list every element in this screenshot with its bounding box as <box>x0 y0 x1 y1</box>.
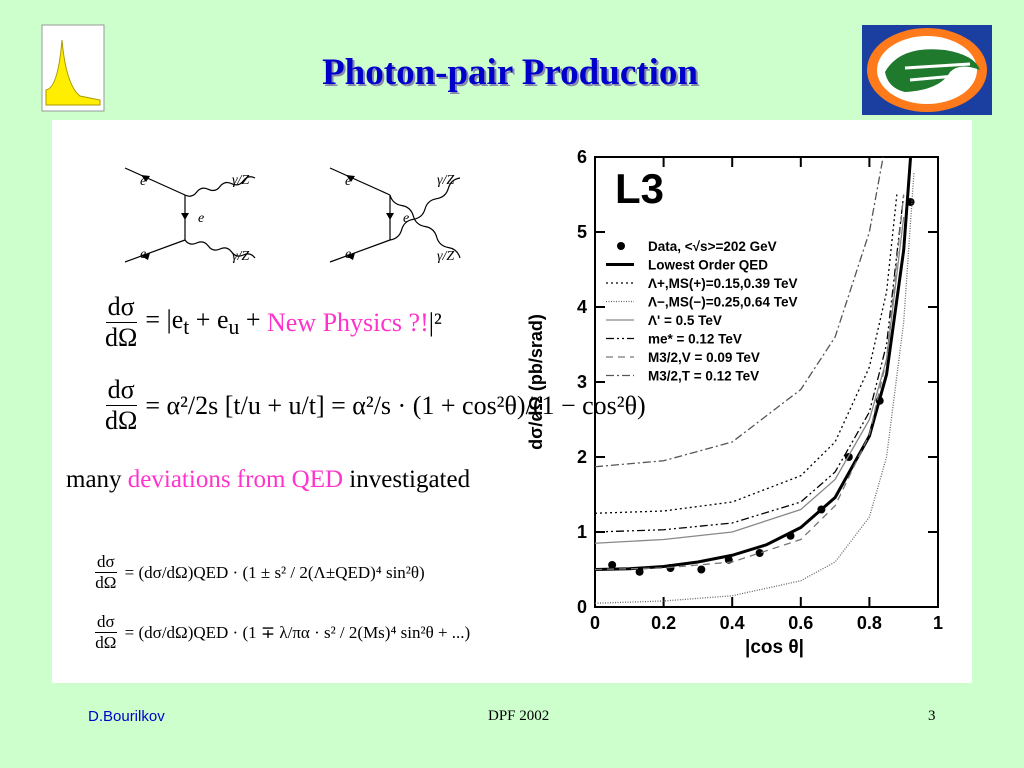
diagram-label: γ/Z <box>232 173 249 188</box>
fermion-line <box>124 239 186 263</box>
fraction: dσ dΩ <box>95 612 117 653</box>
curve <box>595 194 905 533</box>
curve <box>595 157 913 571</box>
equation-rhs: = (dσ/dΩ)QED · (1 ± s² / 2(Λ±QED)⁴ sin²θ… <box>124 562 425 582</box>
legend-label: Data, <√s>=202 GeV <box>648 239 777 254</box>
curve <box>595 157 884 468</box>
numerator: dσ <box>95 612 117 633</box>
feynman-diagram: e e e γ/Z γ/Z <box>329 167 461 264</box>
legend-label: Λ+,MS(+)=0.15,0.39 TeV <box>648 276 797 291</box>
equation-highlight: New Physics ?! <box>266 307 429 337</box>
footer-event: DPF 2002 <box>488 708 550 724</box>
denominator: dΩ <box>105 323 138 352</box>
photon-line <box>184 239 256 259</box>
curve <box>595 194 905 571</box>
x-tick-label: 0.6 <box>788 613 813 633</box>
equation-end: |² <box>428 307 442 337</box>
photon-line <box>389 194 461 259</box>
legend-label: Λ−,MS(−)=0.25,0.64 TeV <box>648 295 797 310</box>
diagram-label: e <box>198 211 204 226</box>
data-point <box>608 561 617 569</box>
legend-label: me* = 0.12 TeV <box>648 332 742 347</box>
slide-title: Photon-pair Production <box>322 52 698 93</box>
fermion-line <box>124 167 186 196</box>
fraction: dσ dΩ <box>105 375 137 436</box>
y-tick-label: 1 <box>577 522 587 542</box>
x-tick-label: 0.4 <box>720 613 745 633</box>
footer-author: D.Bourilkov <box>88 708 165 725</box>
feynman-diagram: e e e γ/Z γ/Z <box>124 167 256 264</box>
equation-rhs: = α²/2s [t/u + u/t] = α²/s · (1 + cos²θ)… <box>145 390 646 420</box>
legend-label: Lowest Order QED <box>648 258 768 273</box>
equation-rhs: = (dσ/dΩ)QED · (1 ∓ λ/πα · s² / 2(Ms)⁴ s… <box>124 622 471 642</box>
x-axis-label: |cos θ| <box>745 637 804 658</box>
x-tick-label: 0 <box>590 613 600 633</box>
remark: many deviations from QED investigated <box>66 466 470 494</box>
remark-text: investigated <box>349 466 471 493</box>
equation: dσ dΩ = (dσ/dΩ)QED · (1 ± s² / 2(Λ±QED)⁴ s… <box>95 552 425 593</box>
denominator: dΩ <box>95 633 117 652</box>
diagram-label: e <box>345 247 351 262</box>
y-tick-label: 4 <box>577 297 587 317</box>
fraction: dσ dΩ <box>105 292 137 353</box>
diagram-label: γ/Z <box>437 249 454 264</box>
photon-line <box>184 176 256 197</box>
diagram-label: e <box>140 247 146 262</box>
feynman-diagrams: e e e γ/Z γ/Z e e e γ/Z γ/Z <box>124 167 461 264</box>
y-tick-label: 5 <box>577 222 587 242</box>
curve <box>595 194 898 514</box>
remark-highlight: deviations from QED <box>127 466 344 493</box>
denominator: dΩ <box>95 573 117 592</box>
remark-text: many <box>66 466 122 493</box>
content-panel <box>52 120 972 683</box>
equation-rhs: = |et + eu + <box>145 304 267 340</box>
legend-label: M3/2,V = 0.09 TeV <box>648 350 760 365</box>
legend-label: M3/2,T = 0.12 TeV <box>648 369 759 384</box>
diagram-label: γ/Z <box>232 249 249 264</box>
fraction: dσ dΩ <box>95 552 117 593</box>
y-axis-label: dσ/dΩ (pb/srad) <box>526 314 546 450</box>
curve <box>595 216 905 544</box>
chart-annotation: L3 <box>615 165 664 212</box>
page-number: 3 <box>928 708 936 724</box>
diagram-label: e <box>345 174 351 189</box>
diagram-label: e <box>403 211 409 226</box>
data-point <box>635 567 644 576</box>
y-tick-label: 6 <box>577 147 587 167</box>
diagram-label: e <box>140 174 146 189</box>
photon-line <box>389 177 461 241</box>
fermion-line <box>329 167 391 196</box>
diagram-label: γ/Z <box>437 173 454 188</box>
histogram-icon <box>41 24 105 112</box>
data-point <box>697 565 706 574</box>
chart: L3 0 1 2 3 4 5 6 0 0.2 0.4 0.6 0.8 1 |cos θ| dσ/dΩ (pb/… <box>526 147 943 658</box>
x-tick-label: 1 <box>933 613 943 633</box>
legend-marker <box>617 242 625 250</box>
y-tick-label: 2 <box>577 447 587 467</box>
plot-frame <box>594 156 939 608</box>
x-tick-label: 0.8 <box>857 613 882 633</box>
equation: dσ dΩ = (dσ/dΩ)QED · (1 ∓ λ/πα · s² / 2(Ms… <box>95 612 470 653</box>
data-point <box>755 549 764 557</box>
y-tick-label: 0 <box>577 597 587 617</box>
y-tick-label: 3 <box>577 372 587 392</box>
x-tick-label: 0.2 <box>651 613 676 633</box>
fermion-line <box>329 239 391 263</box>
plot-area <box>595 157 915 604</box>
denominator: dΩ <box>105 406 138 435</box>
numerator: dσ <box>105 375 137 406</box>
numerator: dσ <box>95 552 117 573</box>
equation: dσ dΩ = |et + eu + New Physics ?! |² <box>105 292 442 353</box>
equation: dσ dΩ = α²/2s [t/u + u/t] = α²/s · (1 + co… <box>105 375 646 436</box>
legend-label: Λ' = 0.5 TeV <box>648 313 722 328</box>
gator-logo <box>862 25 992 115</box>
numerator: dσ <box>105 292 137 323</box>
